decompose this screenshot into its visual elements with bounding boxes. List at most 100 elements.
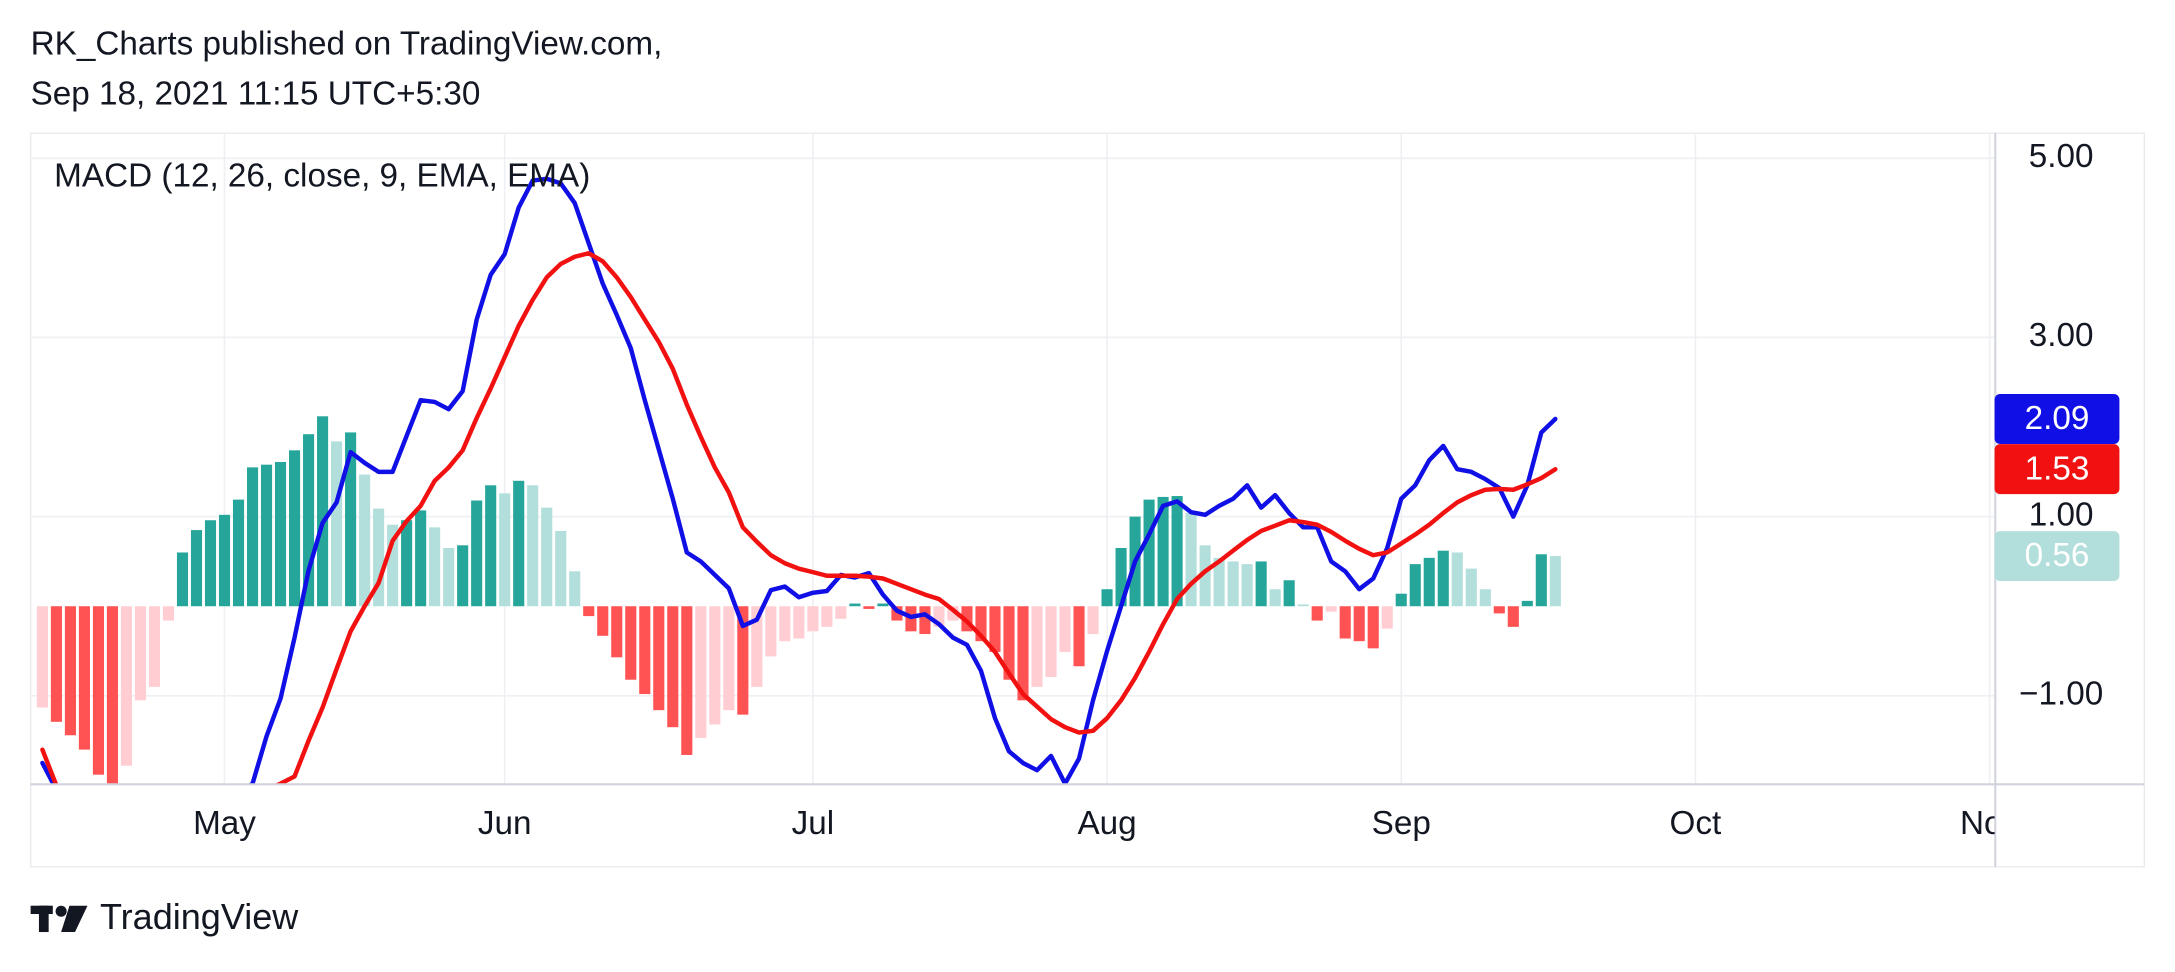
- histogram-bar: [779, 606, 791, 642]
- indicator-legend: MACD (12, 26, close, 9, EMA, EMA): [54, 157, 590, 194]
- histogram-bar: [1367, 606, 1379, 649]
- last-value-badge: [1994, 531, 2120, 582]
- histogram-bar: [541, 507, 553, 607]
- histogram-bar: [387, 524, 399, 607]
- histogram-bar: [1031, 606, 1043, 687]
- histogram-bar: [190, 530, 203, 607]
- histogram-bar: [457, 545, 469, 607]
- histogram-bar: [176, 552, 189, 607]
- histogram-bar: [120, 606, 133, 766]
- last-value-label: 0.56: [2025, 537, 2090, 574]
- histogram-bar: [64, 606, 76, 736]
- x-tick-label: Jul: [792, 805, 835, 842]
- x-tick-label: Oct: [1670, 805, 1722, 842]
- histogram-bar: [401, 520, 413, 607]
- grid: [30, 133, 1995, 784]
- histogram-bar: [204, 520, 217, 607]
- histogram-bar: [260, 464, 273, 607]
- histogram-bar: [443, 547, 455, 607]
- x-tick-label: May: [193, 805, 256, 842]
- histogram-bar: [877, 603, 889, 607]
- histogram-bar: [555, 530, 567, 607]
- histogram-bar: [1171, 496, 1183, 607]
- histogram-bar: [429, 527, 441, 607]
- histogram-bar: [1073, 606, 1085, 667]
- histogram-bar: [667, 606, 679, 728]
- histogram-bar: [1241, 564, 1253, 607]
- logo-shape: [61, 905, 88, 933]
- indicator-line: [40, 251, 1558, 784]
- y-tick-label: 1.00: [2029, 496, 2094, 533]
- histogram-bar: [78, 606, 90, 750]
- histogram-bar: [232, 499, 245, 607]
- histogram-bar: [36, 606, 48, 708]
- histogram-bar: [1521, 600, 1533, 607]
- histogram-bar: [1311, 606, 1323, 621]
- histogram-bar: [989, 606, 1001, 652]
- histogram-bar: [1017, 606, 1029, 701]
- histogram-bar: [1493, 606, 1505, 614]
- indicator-line: [40, 176, 1558, 784]
- histogram-bar: [1339, 606, 1351, 639]
- x-tick-label: Jun: [478, 805, 532, 842]
- last-value-label: 1.53: [2025, 450, 2090, 487]
- histogram-bar: [50, 606, 62, 722]
- histogram-bar: [933, 606, 945, 627]
- brand-name: TradingView: [100, 896, 299, 937]
- histogram-bar: [1451, 552, 1463, 607]
- histogram-bar: [1199, 545, 1211, 607]
- histogram-bar: [709, 606, 721, 725]
- histogram-bar: [695, 606, 707, 738]
- histogram-bar: [625, 606, 637, 680]
- price-axis: 5.00 3.00 1.00 −1.00 2.09 1.53 0.56: [1994, 138, 2120, 713]
- histogram-bar: [1157, 496, 1169, 607]
- histogram-bar: [1465, 568, 1477, 607]
- y-tick-label: 5.00: [2029, 138, 2094, 175]
- histogram-bar: [92, 606, 104, 775]
- chart-frame: [29, 132, 2146, 868]
- histogram-bar: [499, 493, 511, 607]
- last-value-label: 2.09: [2025, 400, 2090, 437]
- histogram-bar: [1395, 593, 1407, 607]
- histogram-bar: [653, 606, 665, 711]
- histogram-bar: [891, 606, 903, 621]
- histogram-bar: [359, 474, 371, 607]
- histogram-bar: [1381, 606, 1393, 629]
- histogram-bar: [611, 606, 623, 658]
- last-value-badge: [1994, 444, 2120, 495]
- histogram-bar: [373, 508, 385, 607]
- histogram-bar: [1213, 557, 1225, 607]
- histogram-bar: [106, 606, 118, 784]
- y-tick-label: −1.00: [2019, 676, 2103, 713]
- histogram-bar: [1479, 589, 1491, 607]
- histogram-bar: [947, 606, 959, 621]
- histogram-bar: [863, 606, 875, 609]
- histogram-bar: [807, 606, 819, 632]
- histogram-bar: [1437, 550, 1449, 607]
- histogram-bar: [1101, 589, 1113, 607]
- time-axis: May Jun Jul Aug Sep Oct Nov: [193, 805, 1995, 842]
- histogram-bar: [471, 500, 483, 607]
- histogram-bar: [1143, 499, 1155, 607]
- histogram-bar: [1353, 606, 1365, 642]
- histogram-bar: [1507, 606, 1519, 627]
- histogram-bar: [303, 434, 315, 607]
- histogram-bar: [751, 606, 763, 687]
- histogram-bar: [1297, 604, 1309, 607]
- histogram-bar: [919, 606, 931, 635]
- histogram-bar: [485, 485, 497, 607]
- publish-date: Sep 18, 2021 11:15 UTC+5:30: [31, 75, 481, 112]
- histogram-bar: [1227, 561, 1239, 607]
- x-tick-label: Sep: [1372, 805, 1431, 842]
- histogram-bar: [317, 416, 329, 607]
- histogram-bar: [148, 606, 161, 687]
- author-line: RK_Charts published on TradingView.com,: [31, 26, 663, 63]
- logo-shape: [38, 905, 49, 933]
- histogram-bar: [835, 606, 847, 619]
- histogram-bar: [1115, 547, 1127, 607]
- y-tick-label: 3.00: [2029, 317, 2094, 354]
- histogram-bar: [793, 606, 805, 639]
- histogram-bar: [849, 603, 861, 607]
- histogram-bar: [1269, 589, 1281, 607]
